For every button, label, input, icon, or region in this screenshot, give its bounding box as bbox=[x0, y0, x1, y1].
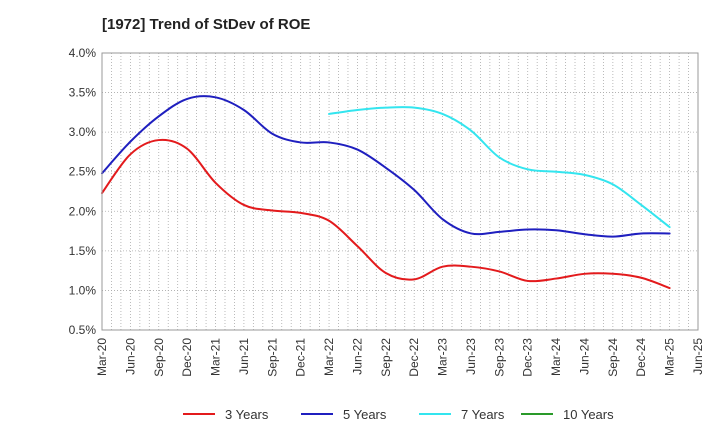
x-tick-label: Jun-20 bbox=[123, 338, 137, 375]
plot-background bbox=[102, 53, 698, 330]
x-tick-label: Mar-25 bbox=[663, 338, 677, 376]
x-tick-label: Mar-22 bbox=[322, 338, 336, 376]
y-tick-label: 1.5% bbox=[69, 244, 97, 258]
x-tick-label: Mar-21 bbox=[209, 338, 223, 376]
x-tick-label: Mar-23 bbox=[436, 338, 450, 376]
x-tick-label: Dec-22 bbox=[407, 338, 421, 377]
y-tick-label: 1.0% bbox=[69, 283, 97, 297]
x-tick-label: Dec-23 bbox=[521, 338, 535, 377]
chart-title: [1972] Trend of StDev of ROE bbox=[102, 16, 310, 33]
x-tick-label: Jun-23 bbox=[464, 338, 478, 375]
x-tick-label: Dec-20 bbox=[180, 338, 194, 377]
y-tick-label: 2.0% bbox=[69, 204, 97, 218]
x-tick-label: Sep-21 bbox=[265, 338, 279, 377]
chart-grid bbox=[102, 53, 698, 330]
y-tick-label: 4.0% bbox=[69, 46, 97, 60]
x-tick-label: Sep-23 bbox=[492, 338, 506, 377]
legend-label: 3 Years bbox=[225, 407, 269, 422]
plot-area-border bbox=[101, 52, 699, 331]
series-line-1 bbox=[101, 138, 671, 290]
legend: 3 Years 5 Years 7 Years 10 Years bbox=[183, 407, 614, 422]
x-tick-label: Jun-25 bbox=[691, 338, 705, 375]
x-tick-label: Sep-20 bbox=[152, 338, 166, 377]
x-tick-label: Dec-24 bbox=[634, 338, 648, 377]
x-tick-label: Mar-20 bbox=[95, 338, 109, 376]
series-line-2 bbox=[101, 95, 671, 238]
y-tick-label: 0.5% bbox=[69, 323, 97, 337]
legend-label: 5 Years bbox=[343, 407, 387, 422]
y-axis-ticks: 0.5% 1.0% 1.5% 2.0% 2.5% 3.0% 3.5% 4.0% bbox=[69, 46, 97, 337]
x-tick-label: Jun-22 bbox=[350, 338, 364, 375]
legend-label: 7 Years bbox=[461, 407, 505, 422]
x-axis-ticks: Mar-20 Jun-20 Sep-20 Dec-20 Mar-21 Jun-21 Sep-… bbox=[95, 338, 705, 377]
series-lines bbox=[101, 95, 671, 290]
x-tick-label: Jun-24 bbox=[577, 338, 591, 375]
x-tick-label: Dec-21 bbox=[294, 338, 308, 377]
y-tick-label: 2.5% bbox=[69, 165, 97, 179]
y-tick-label: 3.0% bbox=[69, 125, 97, 139]
x-tick-label: Sep-22 bbox=[379, 338, 393, 377]
x-tick-label: Sep-24 bbox=[606, 338, 620, 377]
x-tick-label: Mar-24 bbox=[549, 338, 563, 376]
legend-label: 10 Years bbox=[563, 407, 614, 422]
x-tick-label: Jun-21 bbox=[237, 338, 251, 375]
series-line-3 bbox=[328, 106, 671, 229]
y-tick-label: 3.5% bbox=[69, 86, 97, 100]
